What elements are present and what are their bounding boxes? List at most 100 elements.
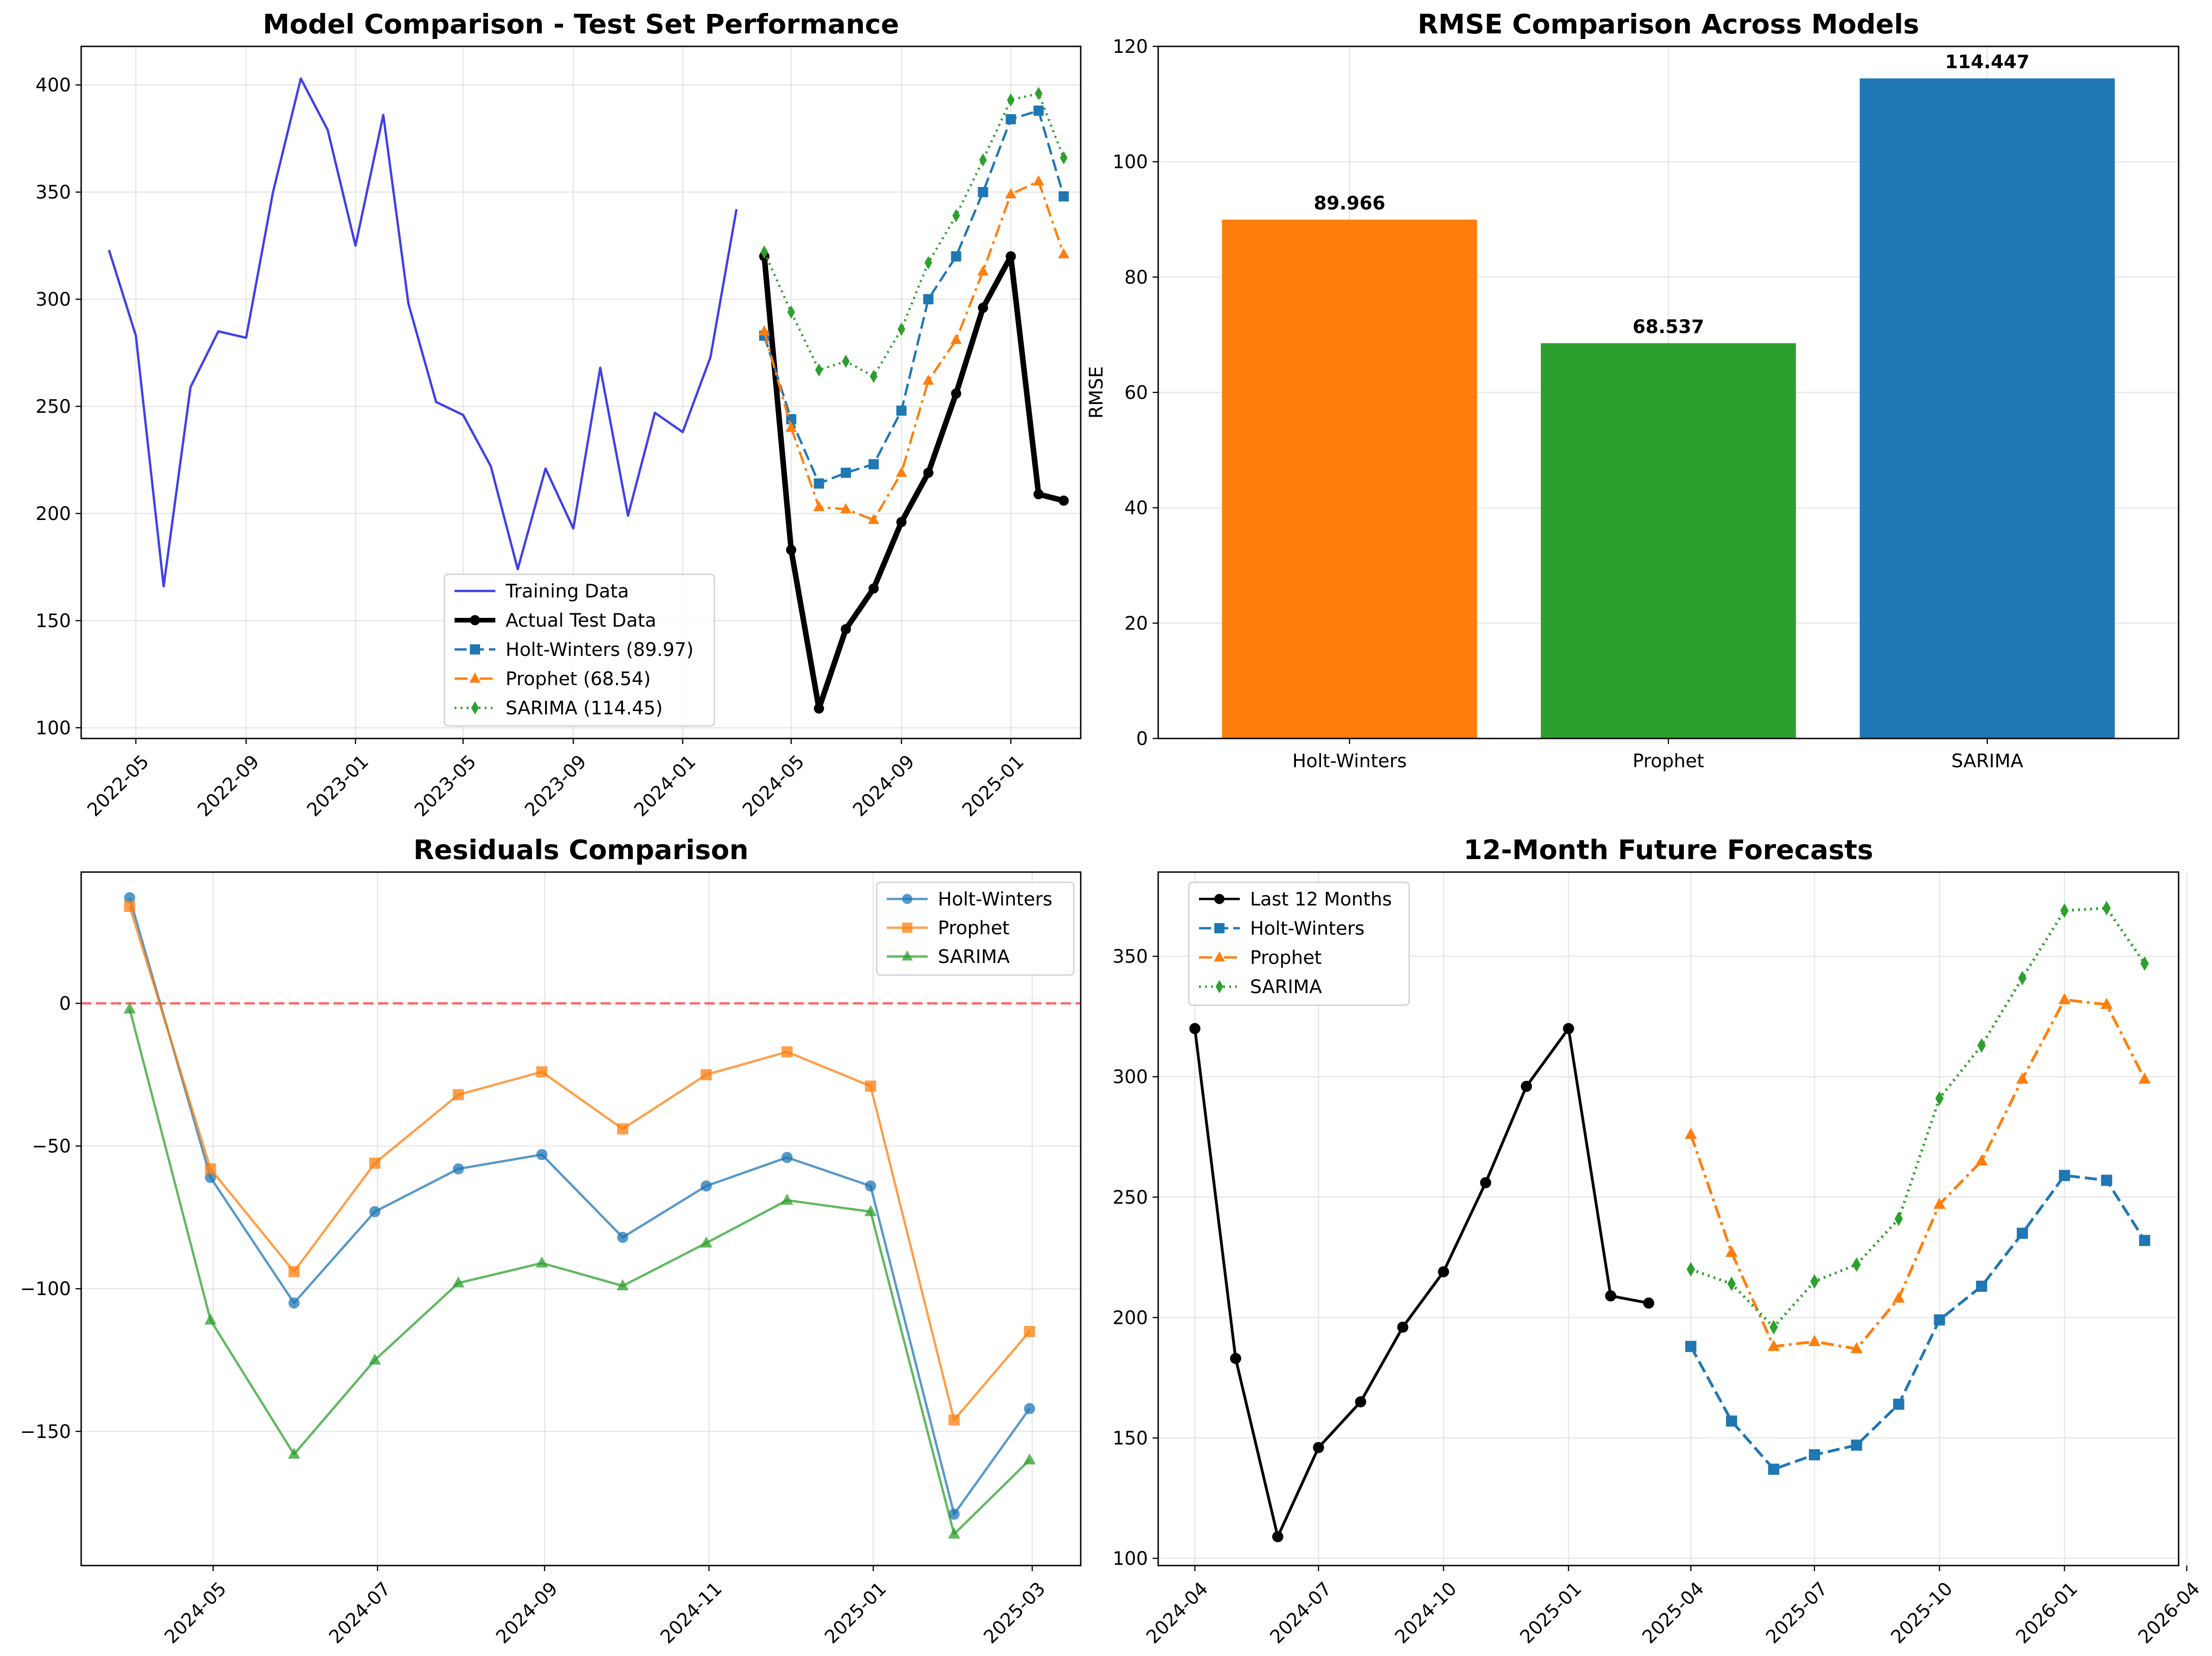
data-point (1808, 1449, 1820, 1461)
x-tick-label: SARIMA (1951, 751, 2024, 772)
data-point (1975, 1154, 1988, 1166)
data-point (923, 294, 934, 305)
data-point (1024, 1403, 1035, 1414)
data-point (368, 1353, 381, 1365)
series-line (761, 253, 1064, 712)
series-holt-winters (124, 892, 1035, 1520)
data-point (1005, 188, 1017, 199)
y-tick-label: 40 (1124, 498, 1148, 519)
data-point (700, 1069, 712, 1080)
data-point (1851, 1439, 1862, 1451)
data-point (1006, 251, 1016, 262)
data-point (1520, 1080, 1532, 1092)
bar-holt-winters[interactable] (1222, 219, 1477, 738)
data-point (950, 334, 962, 344)
data-point (1727, 1277, 1736, 1291)
data-point (868, 459, 879, 469)
data-point (815, 363, 823, 377)
data-point (1189, 1023, 1201, 1034)
data-point (2140, 956, 2149, 971)
legend-label: Actual Test Data (506, 610, 656, 631)
data-point (2101, 1175, 2112, 1186)
legend-item-holt-winters-89-97: Holt-Winters (89.97) (455, 639, 693, 661)
chart-title: 12-Month Future Forecasts (1463, 834, 1873, 866)
legend-label: Last 12 Months (1250, 889, 1392, 910)
data-point (1024, 1326, 1035, 1337)
series-line (128, 906, 1031, 1421)
data-point (1605, 1290, 1616, 1302)
data-point (758, 325, 770, 336)
y-tick-label: 250 (1113, 1187, 1148, 1208)
y-tick-label: −150 (20, 1421, 71, 1443)
y-tick-label: −100 (20, 1278, 71, 1300)
y-axis-ticks: −150 −100 −50 0 (20, 993, 81, 1443)
data-point (923, 374, 934, 385)
data-point (787, 305, 795, 319)
axes-frame (80, 871, 1082, 1566)
data-point (951, 388, 962, 399)
chart-title: Residuals Comparison (413, 834, 749, 866)
data-point (786, 545, 796, 555)
legend-swatch-marker (469, 672, 481, 683)
series-actual-test-data (759, 251, 1069, 714)
legend-swatch-marker (1213, 951, 1225, 962)
legend-item-prophet-68-54: Prophet (68.54) (455, 668, 651, 690)
data-point (870, 370, 878, 383)
data-point (1033, 105, 1044, 116)
legend-label: SARIMA (938, 946, 1010, 968)
y-tick-label: 350 (1113, 946, 1148, 968)
data-point (864, 1205, 877, 1216)
legend-label: Prophet (938, 918, 1010, 939)
data-point (979, 153, 987, 167)
bar-prophet[interactable] (1541, 343, 1796, 738)
data-point (898, 322, 905, 336)
bar-value-label: 68.537 (1633, 316, 1704, 338)
data-point (760, 245, 768, 259)
data-point (288, 1297, 300, 1309)
series-line (128, 1008, 1031, 1535)
y-tick-label: −50 (32, 1136, 71, 1157)
series-last-12-months (1189, 1023, 1654, 1542)
series-prophet (1685, 993, 2151, 1354)
data-point (617, 1232, 628, 1243)
legend-item-prophet: Prophet (887, 918, 1010, 939)
data-point (840, 624, 851, 635)
legend-label: Holt-Winters (89.97) (506, 639, 693, 661)
data-point (2060, 903, 2069, 918)
data-point (124, 892, 135, 904)
data-point (1726, 1415, 1738, 1427)
axes-frame (1157, 871, 2180, 1566)
legend-item-sarima: SARIMA (1199, 976, 1322, 998)
x-tick-label: Holt-Winters (1292, 751, 1407, 772)
data-point (952, 209, 960, 223)
data-point (1007, 93, 1015, 107)
y-tick-label: 20 (1124, 613, 1148, 634)
series-line (1689, 1174, 2146, 1471)
data-point (1808, 1335, 1821, 1346)
bar-value-label: 114.447 (1945, 51, 2029, 73)
plot-area (81, 892, 1081, 1539)
data-point (1893, 1399, 1904, 1410)
data-point (452, 1276, 465, 1288)
data-point (1060, 151, 1068, 165)
data-point (1976, 1280, 1988, 1292)
legend-item-holt-winters: Holt-Winters (1199, 918, 1365, 939)
data-point (1058, 191, 1069, 202)
data-point (1058, 248, 1070, 258)
data-point (2102, 901, 2111, 916)
legend-label: Holt-Winters (1250, 918, 1365, 939)
legend-swatch-marker (901, 950, 913, 961)
y-tick-label: 60 (1124, 382, 1148, 404)
bar-sarima[interactable] (1859, 78, 2115, 739)
legend-swatch-marker (471, 701, 479, 715)
data-point (617, 1123, 628, 1135)
y-axis-label: RMSE (1086, 366, 1107, 419)
data-point (1852, 1257, 1861, 1272)
data-point (369, 1157, 381, 1169)
series-sarima (123, 1002, 1036, 1539)
legend: Last 12 Months Holt-Winters Prophet SARIMA (1188, 881, 1410, 1006)
y-tick-label: 0 (1136, 728, 1148, 750)
data-point (369, 1206, 381, 1218)
data-point (1894, 1211, 1903, 1226)
series-line (1689, 998, 2146, 1350)
